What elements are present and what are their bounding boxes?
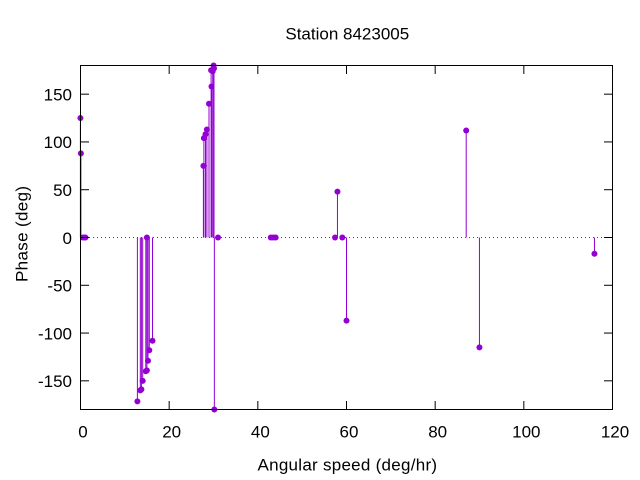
- svg-text:0: 0: [78, 422, 87, 441]
- svg-text:50: 50: [53, 181, 72, 200]
- svg-text:0: 0: [63, 229, 72, 248]
- svg-text:-150: -150: [38, 372, 72, 391]
- svg-text:150: 150: [44, 85, 72, 104]
- svg-text:20: 20: [162, 422, 181, 441]
- svg-text:-100: -100: [38, 324, 72, 343]
- svg-text:60: 60: [340, 422, 359, 441]
- svg-text:Station 8423005: Station 8423005: [285, 25, 409, 44]
- svg-text:Phase (deg): Phase (deg): [13, 186, 32, 282]
- svg-text:100: 100: [44, 133, 72, 152]
- svg-text:120: 120: [601, 422, 629, 441]
- svg-text:80: 80: [428, 422, 447, 441]
- svg-text:40: 40: [251, 422, 270, 441]
- svg-text:100: 100: [512, 422, 540, 441]
- svg-text:Angular speed (deg/hr): Angular speed (deg/hr): [257, 455, 437, 474]
- svg-text:-50: -50: [47, 277, 72, 296]
